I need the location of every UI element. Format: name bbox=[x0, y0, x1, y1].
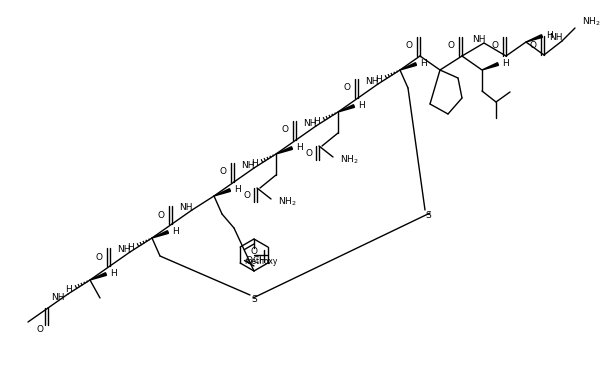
Polygon shape bbox=[214, 189, 231, 196]
Polygon shape bbox=[338, 105, 354, 112]
Polygon shape bbox=[526, 35, 543, 42]
Polygon shape bbox=[152, 231, 169, 238]
Text: O: O bbox=[492, 41, 499, 50]
Text: H: H bbox=[234, 185, 241, 194]
Polygon shape bbox=[90, 273, 106, 280]
Text: O: O bbox=[344, 83, 351, 92]
Text: O: O bbox=[305, 149, 312, 158]
Text: S: S bbox=[425, 210, 431, 219]
Text: O: O bbox=[282, 125, 289, 135]
Text: H: H bbox=[313, 116, 320, 125]
Text: H: H bbox=[172, 227, 178, 235]
Polygon shape bbox=[400, 63, 416, 70]
Text: H: H bbox=[375, 75, 382, 83]
Text: O: O bbox=[530, 41, 537, 50]
Text: NH: NH bbox=[51, 293, 65, 302]
Text: H: H bbox=[110, 268, 117, 277]
Text: O: O bbox=[220, 168, 227, 177]
Text: methoxy: methoxy bbox=[244, 257, 277, 266]
Text: NH: NH bbox=[241, 160, 255, 169]
Text: O: O bbox=[243, 191, 250, 199]
Text: NH: NH bbox=[365, 77, 379, 86]
Text: H: H bbox=[502, 58, 509, 67]
Text: NH: NH bbox=[472, 36, 486, 44]
Text: H: H bbox=[251, 158, 258, 168]
Text: NH$_2$: NH$_2$ bbox=[340, 154, 359, 166]
Text: NH$_2$: NH$_2$ bbox=[278, 196, 297, 208]
Polygon shape bbox=[276, 147, 293, 154]
Text: NH$_2$: NH$_2$ bbox=[582, 16, 600, 28]
Text: S: S bbox=[251, 296, 257, 304]
Text: H: H bbox=[296, 143, 303, 152]
Text: OCH$_3$: OCH$_3$ bbox=[245, 255, 271, 267]
Polygon shape bbox=[482, 63, 498, 70]
Text: O: O bbox=[448, 41, 455, 50]
Text: H: H bbox=[127, 243, 134, 252]
Text: O: O bbox=[406, 41, 413, 50]
Text: O: O bbox=[158, 210, 165, 219]
Text: O: O bbox=[36, 326, 44, 335]
Text: NH: NH bbox=[304, 119, 317, 127]
Text: O: O bbox=[96, 252, 103, 262]
Text: NH: NH bbox=[179, 202, 193, 211]
Text: H: H bbox=[420, 58, 427, 67]
Text: H: H bbox=[358, 100, 365, 110]
Text: NH: NH bbox=[117, 246, 131, 255]
Text: H: H bbox=[65, 285, 72, 294]
Text: O: O bbox=[251, 247, 257, 257]
Text: NH: NH bbox=[549, 33, 563, 42]
Text: H: H bbox=[546, 30, 553, 39]
